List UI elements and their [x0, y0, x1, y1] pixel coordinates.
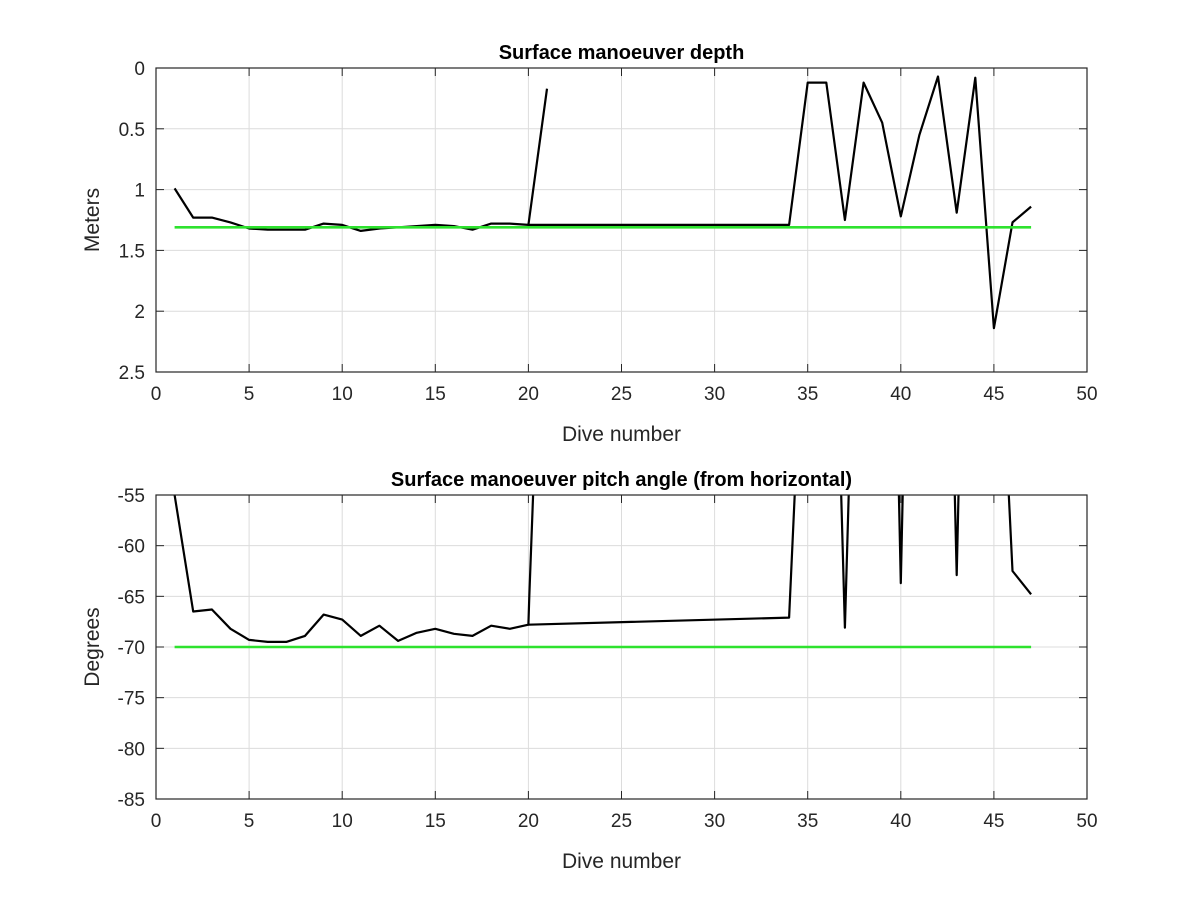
y-tick-label: 2 [134, 302, 145, 323]
x-tick-label: 50 [1076, 811, 1097, 832]
x-tick-label: 30 [704, 384, 725, 405]
y-tick-label: 2.5 [119, 363, 145, 384]
data-series-line [953, 495, 960, 577]
y-axis-label: Degrees [81, 607, 104, 686]
x-tick-label: 10 [332, 384, 353, 405]
depth-chart: 0 5 10 15 20 25 30 35 40 45 50 0 0.5 1 1.5 2 2.5 Surface … [81, 42, 1098, 446]
x-tick-label: 50 [1076, 384, 1097, 405]
x-tick-label: 5 [244, 811, 255, 832]
pitch-series-group [173, 495, 1032, 649]
y-tick-label: -85 [118, 790, 145, 811]
x-tick-label: 40 [890, 811, 911, 832]
chart-title: Surface manoeuver depth [499, 42, 745, 64]
x-tick-label: 25 [611, 811, 632, 832]
y-tick-label: -60 [118, 537, 145, 558]
chart-title: Surface manoeuver pitch angle (from hori… [391, 469, 852, 491]
x-tick-label: 45 [983, 384, 1004, 405]
x-tick-label: 5 [244, 384, 255, 405]
y-tick-label: 0 [134, 59, 145, 80]
x-tick-label: 0 [151, 384, 162, 405]
data-series-line [840, 495, 850, 629]
y-tick-label: -55 [118, 486, 145, 507]
y-axis-label: Meters [81, 188, 104, 252]
x-axis-label: Dive number [562, 423, 681, 446]
x-tick-label: 15 [425, 384, 446, 405]
y-tick-label: -65 [118, 587, 145, 608]
data-series-line [1007, 495, 1032, 595]
x-axis-label: Dive number [562, 850, 681, 873]
y-tick-label: 1.5 [119, 241, 145, 262]
x-tick-label: 45 [983, 811, 1004, 832]
x-tick-label: 25 [611, 384, 632, 405]
data-series-line [528, 75, 1032, 330]
data-series-line [897, 495, 904, 585]
x-tick-label: 20 [518, 811, 539, 832]
y-tick-label: -70 [118, 638, 145, 659]
x-tick-label: 40 [890, 384, 911, 405]
y-tick-label: 0.5 [119, 120, 145, 141]
data-series-line [173, 88, 549, 232]
x-tick-label: 20 [518, 384, 539, 405]
x-tick-label: 35 [797, 384, 818, 405]
depth-series-group [173, 75, 1032, 330]
pitch-chart: 0 5 10 15 20 25 30 35 40 45 50 -55 -60 -65 -70 -75 -80 -8… [81, 469, 1098, 873]
pitch-axes-frame [155, 494, 1088, 800]
x-tick-label: 30 [704, 811, 725, 832]
data-series-line [173, 495, 535, 644]
y-tick-label: -75 [118, 689, 145, 710]
x-tick-label: 15 [425, 811, 446, 832]
x-tick-label: 0 [151, 811, 162, 832]
x-tick-label: 35 [797, 811, 818, 832]
y-tick-label: -80 [118, 739, 145, 760]
depth-axes-frame [155, 67, 1088, 373]
x-tick-label: 10 [332, 811, 353, 832]
y-tick-label: 1 [134, 181, 145, 202]
data-series-line [528, 495, 796, 626]
